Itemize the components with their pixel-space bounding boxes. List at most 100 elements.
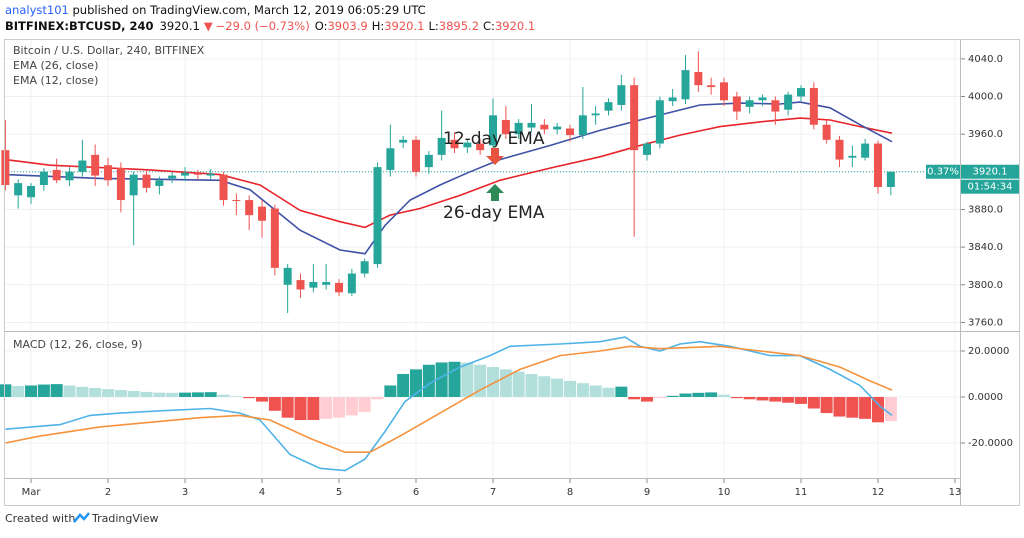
histogram-bar <box>512 371 525 397</box>
candle-body <box>822 124 831 140</box>
candle-body <box>617 85 626 105</box>
x-tick-label: 5 <box>336 487 342 498</box>
x-tick-label: 12 <box>872 487 885 498</box>
histogram-bar <box>307 396 320 420</box>
candle-body <box>283 267 292 285</box>
candle-body <box>412 139 421 172</box>
ohlc-value: 3895.2 <box>439 19 479 33</box>
chart-title: Bitcoin / U.S. Dollar, 240, BITFINEX <box>13 44 205 57</box>
histogram-bar <box>281 396 294 418</box>
histogram-bar <box>743 396 756 400</box>
histogram-bar <box>12 385 25 397</box>
y-tick-label: 3760.0 <box>968 317 1003 328</box>
histogram-bar <box>718 394 731 397</box>
histogram-bar <box>461 362 474 397</box>
footer-brand[interactable]: TradingView <box>91 512 158 525</box>
histogram-bar <box>589 385 602 397</box>
candle-body <box>373 167 382 265</box>
histogram-bar <box>820 396 833 414</box>
y-tick-label: 3800.0 <box>968 280 1003 291</box>
histogram-bar <box>127 391 140 397</box>
candle-body <box>347 273 356 294</box>
x-tick-label: 10 <box>718 487 731 498</box>
candle-body <box>360 261 369 274</box>
histogram-bar <box>653 396 666 399</box>
candle-body <box>450 139 459 149</box>
histogram-bar <box>76 386 89 397</box>
header-line1: analyst101 published on TradingView.com,… <box>5 3 426 17</box>
author[interactable]: analyst101 <box>5 3 69 17</box>
candle-body <box>527 122 536 128</box>
candle-body <box>65 171 74 181</box>
candle-body <box>258 206 267 221</box>
histogram-bar <box>50 384 63 397</box>
histogram-bar <box>448 361 461 397</box>
timer-label: 01:54:34 <box>968 182 1013 193</box>
candle-body <box>630 85 639 151</box>
candle-body <box>463 142 472 148</box>
header-line2: BITFINEX:BTCUSD, 240 3920.1 ▼ −29.0 (−0.73%… <box>5 19 535 33</box>
candle-body <box>476 143 485 151</box>
histogram-bar <box>102 389 115 397</box>
histogram-bar <box>833 396 846 417</box>
histogram-bar <box>179 392 192 397</box>
histogram-bar <box>230 396 243 397</box>
histogram-bar <box>256 396 269 402</box>
candle-body <box>52 169 61 181</box>
x-tick-label: 9 <box>644 487 650 498</box>
histogram-bar <box>564 380 577 397</box>
y-tick-label: 0.0000 <box>968 392 1003 403</box>
histogram-bar <box>294 396 307 420</box>
candle-body <box>591 113 600 116</box>
candle-body <box>655 100 664 144</box>
candle-body <box>27 185 36 198</box>
candle-body <box>335 282 344 293</box>
candle-body <box>720 82 729 101</box>
ohlc-label: O: <box>315 19 328 33</box>
histogram-bar <box>525 373 538 397</box>
candle-body <box>861 143 870 158</box>
candle-body <box>886 171 895 187</box>
histogram-bar <box>807 396 820 409</box>
ohlc-value: 3920.1 <box>495 19 535 33</box>
candle-body <box>399 139 408 143</box>
candle-body <box>91 154 100 176</box>
ohlc-value: 3903.9 <box>327 19 367 33</box>
candle-body <box>553 126 562 130</box>
symbol: BITFINEX:BTCUSD, 240 <box>5 19 154 33</box>
x-tick-label: 2 <box>105 487 111 498</box>
candle-body <box>155 180 164 186</box>
histogram-bar <box>217 394 230 397</box>
candle-body <box>104 165 113 181</box>
y-tick-label: 20.0000 <box>968 346 1009 357</box>
candle-body <box>797 88 806 97</box>
candle-body <box>142 174 151 188</box>
timer-label-bg <box>961 179 1019 194</box>
candle-body <box>14 183 23 196</box>
candle-body <box>168 175 177 179</box>
histogram-bar <box>705 392 718 397</box>
y-tick-label: -20.0000 <box>968 438 1013 449</box>
ohlc-label: H: <box>372 19 385 33</box>
x-tick-label: 6 <box>413 487 419 498</box>
histogram-bar <box>140 391 153 397</box>
histogram-bar <box>499 369 512 397</box>
candle-body <box>39 171 48 185</box>
histogram-bar <box>371 396 384 400</box>
histogram-bar <box>641 396 654 402</box>
change-label-bg <box>926 164 960 179</box>
histogram-bar <box>666 395 679 397</box>
candle-body <box>732 96 741 112</box>
line-series <box>5 345 893 453</box>
x-tick-label: 11 <box>795 487 808 498</box>
line-series <box>5 117 893 229</box>
histogram-bar <box>25 385 38 397</box>
candle-body <box>206 173 215 176</box>
change: −29.0 (−0.73%) <box>216 19 310 33</box>
histogram-bar <box>166 392 179 397</box>
arrow: ▼ <box>204 19 213 33</box>
footer-text: Created with <box>5 512 75 525</box>
histogram-bar <box>333 396 346 418</box>
candle-body <box>437 137 446 155</box>
candle-body <box>232 200 241 202</box>
